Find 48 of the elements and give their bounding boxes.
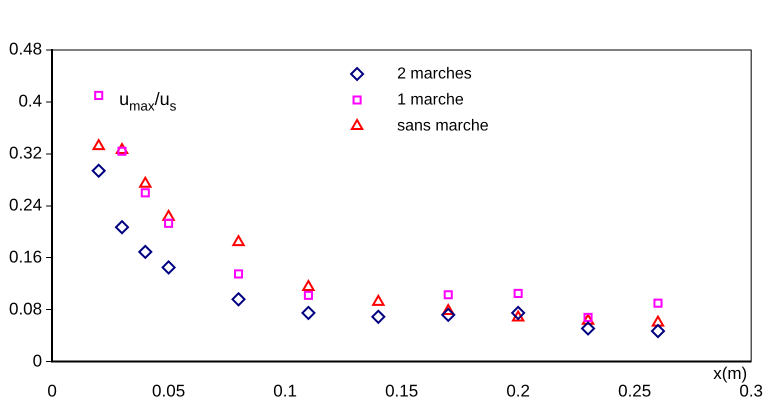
x-tick-label: 0.05 <box>152 381 186 400</box>
point <box>650 324 665 338</box>
point <box>582 314 594 325</box>
point <box>441 308 456 322</box>
point <box>511 306 526 320</box>
point <box>301 306 316 320</box>
point <box>234 269 244 278</box>
y-tick-label: 0.24 <box>8 195 42 214</box>
point <box>92 164 106 178</box>
x-tick-label: 0.15 <box>385 381 418 400</box>
point <box>94 90 104 100</box>
point <box>114 220 129 234</box>
point <box>652 316 664 327</box>
y-tick-label: 0.08 <box>8 299 42 318</box>
x-tick-label: 0 <box>47 381 57 400</box>
point <box>304 290 313 300</box>
point <box>232 235 245 246</box>
point <box>140 188 150 198</box>
point <box>232 292 246 306</box>
point <box>581 321 596 336</box>
y-tick-label: 0.32 <box>8 144 42 163</box>
y-tick-label: 0.4 <box>18 92 42 111</box>
point <box>302 280 315 291</box>
point <box>444 290 453 300</box>
point <box>514 288 523 298</box>
point <box>164 218 174 228</box>
point <box>442 304 454 315</box>
legend-label: 2 marches <box>397 65 472 82</box>
x-tick-label: 0.1 <box>273 381 297 400</box>
legend-label: sans marche <box>397 117 489 134</box>
x-tick-label: 0.25 <box>618 381 652 400</box>
y-tick-label: 0.16 <box>8 247 42 266</box>
y-tick-label: 0.48 <box>8 40 42 59</box>
point <box>116 142 128 154</box>
point <box>138 244 152 259</box>
point <box>371 310 386 324</box>
y-tick-label: 0 <box>32 351 42 370</box>
point <box>162 260 176 274</box>
x-axis-title: x(m) <box>713 364 748 383</box>
point <box>162 210 175 221</box>
point <box>92 139 105 150</box>
x-tick-label: 0.3 <box>739 381 764 400</box>
legend-label: 1 marche <box>397 91 464 108</box>
point <box>372 294 385 306</box>
x-tick-label: 0.2 <box>506 381 530 400</box>
point <box>512 310 524 322</box>
point <box>139 176 152 188</box>
point <box>653 298 663 308</box>
